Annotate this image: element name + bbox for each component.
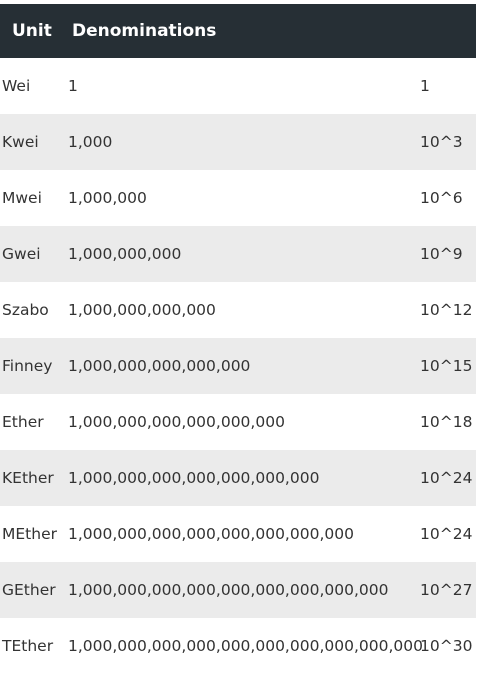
power-cell: 10^18	[420, 413, 473, 431]
unit-cell: Finney	[2, 357, 53, 375]
denomination-cell: 1,000,000,000,000,000,000,000	[68, 469, 320, 487]
unit-cell: KEther	[2, 469, 54, 487]
unit-cell: Gwei	[2, 245, 41, 263]
power-cell: 10^9	[420, 245, 463, 263]
power-cell: 10^3	[420, 133, 463, 151]
table-row: Gwei 1,000,000,000 10^9	[0, 226, 476, 282]
power-cell: 10^30	[420, 637, 473, 655]
unit-cell: MEther	[2, 525, 57, 543]
table-row: MEther 1,000,000,000,000,000,000,000,000…	[0, 506, 476, 562]
power-cell: 10^6	[420, 189, 463, 207]
unit-cell: Szabo	[2, 301, 49, 319]
denomination-cell: 1,000,000,000,000,000,000,000,000,000	[68, 581, 389, 599]
table-header: Unit Denominations	[0, 4, 476, 58]
denomination-cell: 1,000,000,000,000,000,000,000,000,000,00…	[68, 637, 423, 655]
denomination-cell: 1,000,000	[68, 189, 147, 207]
power-cell: 10^27	[420, 581, 473, 599]
table-row: TEther 1,000,000,000,000,000,000,000,000…	[0, 618, 476, 674]
power-cell: 10^24	[420, 525, 473, 543]
power-cell: 10^12	[420, 301, 473, 319]
denomination-cell: 1	[68, 77, 78, 95]
denomination-cell: 1,000,000,000,000	[68, 301, 216, 319]
unit-cell: Ether	[2, 413, 44, 431]
power-cell: 1	[420, 77, 430, 95]
table-row: Ether 1,000,000,000,000,000,000 10^18	[0, 394, 476, 450]
denomination-cell: 1,000,000,000	[68, 245, 182, 263]
unit-cell: Wei	[2, 77, 31, 95]
power-cell: 10^15	[420, 357, 473, 375]
denomination-cell: 1,000,000,000,000,000,000	[68, 413, 285, 431]
table-row: Szabo 1,000,000,000,000 10^12	[0, 282, 476, 338]
table-row: Kwei 1,000 10^3	[0, 114, 476, 170]
unit-cell: Mwei	[2, 189, 42, 207]
power-cell: 10^24	[420, 469, 473, 487]
table-row: Finney 1,000,000,000,000,000 10^15	[0, 338, 476, 394]
table-row: Wei 1 1	[0, 58, 476, 114]
header-denominations: Denominations	[72, 21, 217, 41]
table-row: GEther 1,000,000,000,000,000,000,000,000…	[0, 562, 476, 618]
unit-cell: Kwei	[2, 133, 39, 151]
unit-cell: TEther	[2, 637, 54, 655]
denomination-cell: 1,000,000,000,000,000,000,000,000	[68, 525, 354, 543]
denomination-cell: 1,000	[68, 133, 113, 151]
table-row: KEther 1,000,000,000,000,000,000,000 10^…	[0, 450, 476, 506]
header-unit: Unit	[12, 21, 52, 41]
unit-cell: GEther	[2, 581, 56, 599]
table-row: Mwei 1,000,000 10^6	[0, 170, 476, 226]
denomination-cell: 1,000,000,000,000,000	[68, 357, 251, 375]
